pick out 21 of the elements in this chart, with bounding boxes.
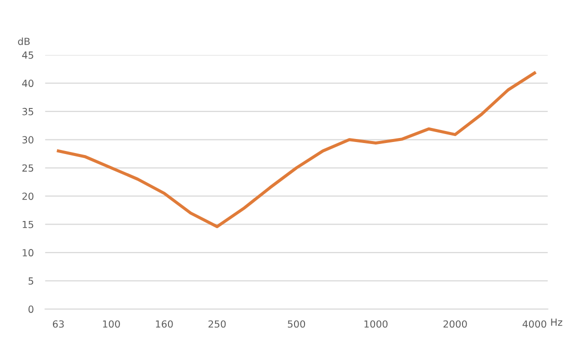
x-axis-title: Hz — [551, 318, 562, 326]
y-tick-label: 45 — [22, 52, 34, 59]
line-series — [56, 71, 536, 228]
x-tick-label: 100 — [103, 320, 120, 328]
x-tick-label: 2000 — [443, 320, 467, 328]
y-tick-label: 5 — [28, 277, 34, 285]
x-tick-label: 63 — [52, 320, 64, 328]
x-tick-label: 500 — [288, 320, 306, 328]
y-axis-title: dB — [18, 38, 30, 46]
x-tick-label: 1000 — [364, 320, 388, 328]
x-tick-label: 250 — [208, 320, 226, 328]
y-tick-label: 40 — [22, 80, 34, 88]
y-tick-label: 35 — [22, 108, 34, 116]
y-tick-label: 20 — [22, 192, 34, 200]
x-tick-label: 160 — [156, 320, 173, 328]
y-tick-label: 30 — [22, 136, 34, 144]
y-tick-label: 10 — [22, 249, 34, 256]
y-tick-label: 15 — [22, 220, 34, 228]
x-tick-label: 4000 — [522, 320, 546, 328]
y-tick-label: 0 — [28, 306, 34, 313]
y-tick-label: 25 — [22, 164, 34, 172]
